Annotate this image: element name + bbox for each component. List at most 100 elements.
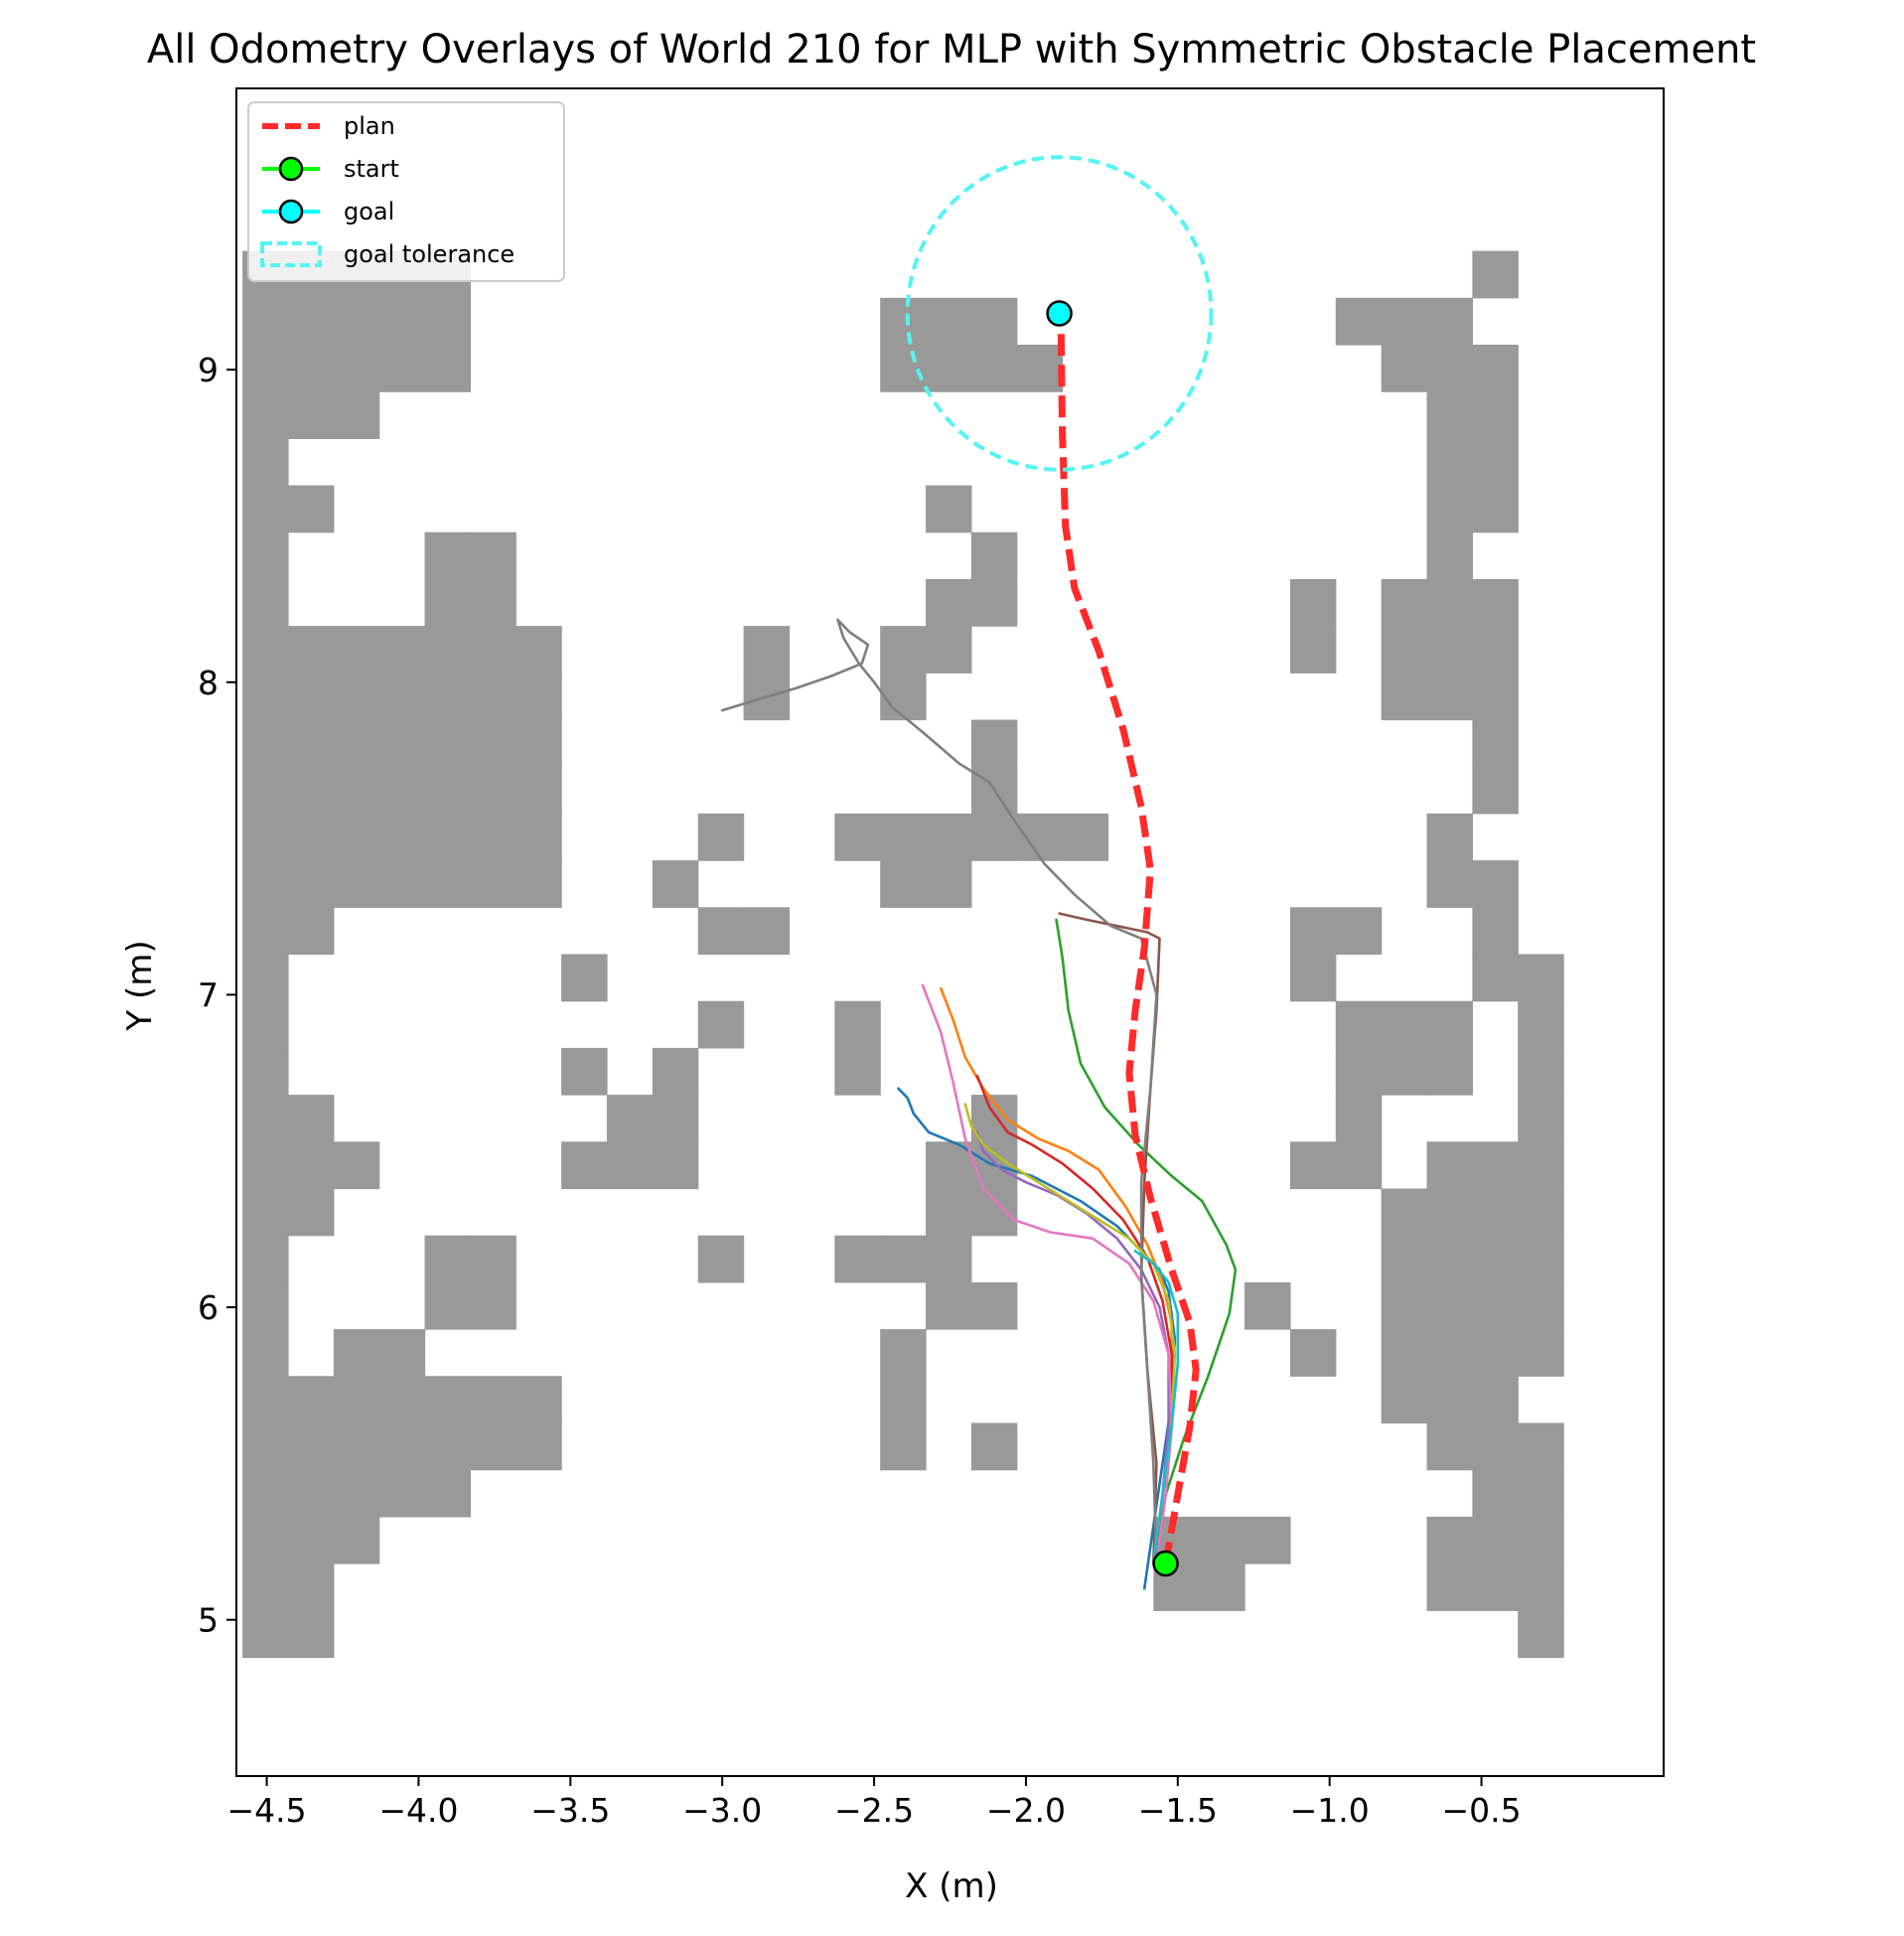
obstacle-cell [1472,860,1519,908]
obstacle-cell [424,344,472,392]
obstacle-cell [970,813,1018,861]
x-tick-label: −4.0 [378,1791,458,1830]
obstacle-cell [424,719,472,768]
obstacle-cell [1472,719,1519,768]
obstacle-cell [1472,1376,1519,1424]
obstacle-cell [242,1610,289,1659]
obstacle-cell [1426,1564,1473,1611]
obstacle-cell [287,860,335,908]
obstacle-cell [287,1422,335,1471]
axes-frame [235,87,1665,1777]
obstacle-cell [1426,485,1473,533]
obstacle-cell [470,860,516,908]
obstacle-cell [1335,907,1383,956]
obstacle-cell [1289,954,1337,1002]
obstacle-cell [926,626,972,673]
obstacle-cell [242,1235,289,1283]
obstacle-cell [333,1376,380,1424]
legend-label: start [344,155,399,183]
obstacle-cell [287,1516,335,1564]
obstacle-cell [1472,578,1519,627]
obstacle-cell [1472,954,1519,1002]
obstacle-cell [287,297,335,346]
obstacle-cell [470,1376,516,1424]
obstacle-cell [880,626,927,673]
obstacle-cell [1426,1281,1473,1330]
obstacle-cell [378,813,426,861]
obstacle-cell [1289,1329,1337,1377]
obstacle-cell [1381,297,1428,346]
obstacle-cell [561,1047,608,1096]
obstacle-cell [652,1095,699,1142]
chart-title: All Odometry Overlays of World 210 for M… [147,27,1756,73]
obstacle-cell [470,1281,516,1330]
obstacle-cell [926,813,972,861]
obstacle-cell [424,531,472,580]
obstacle-cell [1518,1329,1564,1377]
obstacle-cell [470,1422,516,1471]
obstacle-cell [1016,813,1064,861]
obstacle-cell [242,1141,289,1190]
obstacle-cell [470,531,516,580]
obstacle-cell [287,626,335,673]
legend-tolerance-swatch [260,241,322,267]
obstacle-cell [880,672,927,721]
obstacle-cell [333,860,380,908]
obstacle-cell [333,391,380,439]
obstacle-cell [561,1141,608,1190]
obstacle-cell [424,813,472,861]
obstacle-cell [515,672,562,721]
odometry-trace [1055,918,1238,1565]
obstacle-cell [880,1422,927,1471]
obstacle-cell [1472,1564,1519,1611]
obstacle-cell [1472,1516,1519,1564]
obstacle-cell [880,860,927,908]
obstacle-cell [424,1235,472,1283]
y-axis-label: Y (m) [120,940,160,1031]
obstacle-cell [1381,1376,1428,1424]
goal-tolerance-circle [905,155,1214,472]
obstacle-cell [1335,297,1383,346]
obstacle-cell [1426,813,1473,861]
plan-line [1057,316,1200,1564]
obstacle-cell [1426,1422,1473,1471]
obstacle-cell [1518,1422,1564,1471]
obstacle-cell [287,1188,335,1237]
x-tick-label: −4.5 [227,1791,307,1830]
obstacle-cell [378,344,426,392]
obstacle-cell [1472,1235,1519,1283]
obstacle-cell [970,719,1018,768]
obstacle-cell [926,297,972,346]
obstacle-cell [880,1329,927,1377]
obstacle-cell [378,672,426,721]
obstacle-cell [1472,1329,1519,1377]
obstacle-cell [333,1141,380,1190]
obstacle-cell [242,766,289,815]
start-marker [1152,1550,1179,1577]
obstacle-cell [333,344,380,392]
obstacle-cell [1472,1469,1519,1518]
obstacle-cell [333,1516,380,1564]
odometry-trace [1133,1250,1180,1565]
obstacle-cell [1381,1329,1428,1377]
obstacle-cell [926,485,972,533]
obstacle-cell [1062,813,1109,861]
obstacle-cell [287,813,335,861]
obstacle-cell [1426,1376,1473,1424]
obstacle-cell [1518,1047,1564,1096]
obstacle-cell [1245,1281,1291,1330]
obstacle-cell [242,438,289,487]
obstacle-cell [1472,438,1519,487]
obstacle-cell [287,344,335,392]
obstacle-cell [1472,672,1519,721]
obstacle-cell [333,672,380,721]
obstacle-cell [287,1141,335,1190]
obstacle-cell [1518,1188,1564,1237]
obstacle-cell [1381,1235,1428,1283]
odometry-trace [921,983,1173,1565]
obstacle-cell [333,1469,380,1518]
obstacle-cell [1472,626,1519,673]
obstacle-layer [242,250,1564,1659]
obstacle-cell [1472,250,1519,299]
obstacle-cell [970,1188,1018,1237]
